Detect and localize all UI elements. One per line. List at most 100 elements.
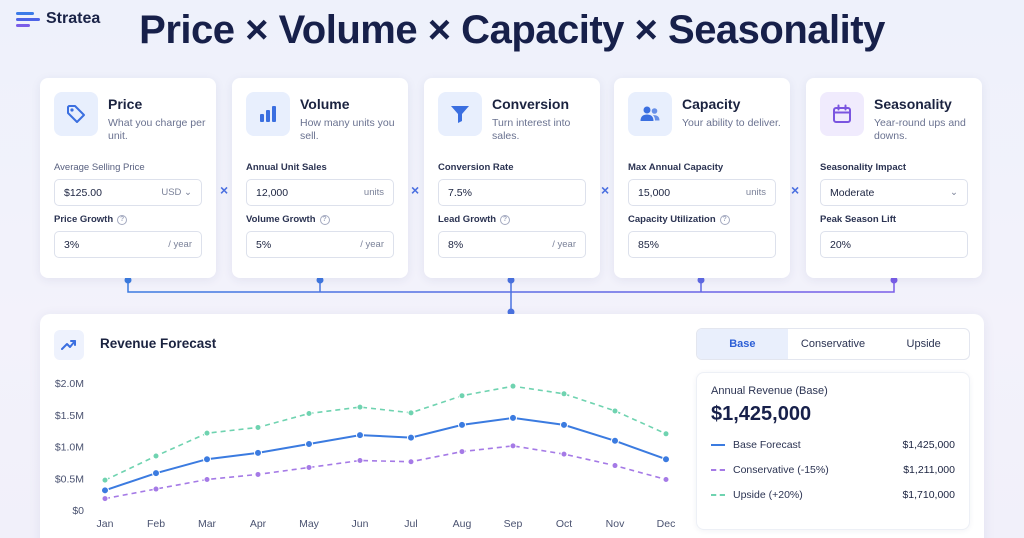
data-point-base-forecast [509, 413, 517, 422]
data-point-base-forecast [101, 486, 109, 495]
y-tick-label: $0 [72, 505, 84, 517]
field-label: Average Selling Price [54, 162, 145, 173]
card-title: Volume [300, 96, 350, 112]
field-value: Moderate [830, 186, 875, 199]
tab-conservative[interactable]: Conservative [800, 338, 866, 350]
dropdown-right: USD ⌄ [161, 187, 192, 198]
price-field-2[interactable]: 3% / year [54, 231, 202, 258]
field-label: Price Growth [54, 214, 114, 225]
field-label: Seasonality Impact [820, 162, 907, 173]
field-value: 12,000 [256, 186, 289, 199]
tab-upside[interactable]: Upside [906, 338, 941, 350]
trend-up-icon [54, 330, 84, 360]
card-capacity: Capacity Your ability to deliver. Max An… [614, 78, 790, 278]
legend-name: Upside (+20%) [733, 489, 803, 501]
x-tick-label: Dec [657, 518, 676, 530]
field-label-row: Lead Growth ? [438, 214, 586, 225]
card-title: Capacity [682, 96, 741, 112]
legend-name: Base Forecast [733, 439, 801, 451]
legend-row-base: Base Forecast $1,425,000 [711, 439, 955, 451]
legend-line-upside [711, 494, 725, 496]
data-point-upside [662, 430, 670, 438]
field-label: Annual Unit Sales [246, 162, 327, 173]
data-point-base-forecast [305, 439, 313, 448]
field-value: 7.5% [448, 186, 472, 199]
bar-chart-icon [246, 92, 290, 136]
data-point-conservative [560, 450, 568, 458]
card-volume: Volume How many units you sell. Annual U… [232, 78, 408, 278]
data-point-conservative [152, 485, 160, 493]
data-point-conservative [662, 476, 670, 484]
field-label: Lead Growth [438, 214, 497, 225]
data-point-base-forecast [356, 431, 364, 440]
calendar-icon [820, 92, 864, 136]
tab-base[interactable]: Base [697, 329, 788, 359]
conversion-field-1[interactable]: 7.5% [438, 179, 586, 206]
brand-logo[interactable]: Stratea [16, 10, 100, 28]
multiply-operator: × [601, 182, 610, 198]
chevron-down-icon: ⌄ [184, 187, 192, 198]
data-point-base-forecast [560, 420, 568, 429]
page-headline: Price × Volume × Capacity × Seasonality [139, 8, 885, 52]
data-point-conservative [305, 463, 313, 471]
chevron-down-icon: ⌄ [950, 187, 958, 198]
y-tick-label: $1.5M [55, 410, 84, 422]
field-value: $125.00 [64, 186, 102, 199]
help-icon[interactable]: ? [719, 214, 730, 225]
summary-label: Annual Revenue (Base) [711, 385, 828, 397]
field-label: Peak Season Lift [820, 214, 897, 225]
seasonality-field-1[interactable]: Moderate ⌄ [820, 179, 968, 206]
forecast-title: Revenue Forecast [100, 336, 217, 351]
data-point-upside [356, 403, 364, 411]
conversion-field-2[interactable]: 8% / year [438, 231, 586, 258]
x-tick-label: Jun [352, 518, 369, 530]
multiply-operator: × [411, 182, 420, 198]
tag-icon [54, 92, 98, 136]
unit-label: USD [161, 187, 182, 198]
field-label: Capacity Utilization [628, 214, 716, 225]
annual-revenue-summary: Annual Revenue (Base) $1,425,000 Base Fo… [696, 372, 970, 530]
data-point-upside [407, 409, 415, 417]
data-point-upside [203, 429, 211, 437]
help-icon[interactable]: ? [500, 214, 511, 225]
brand-name: Stratea [46, 10, 101, 27]
field-label: Max Annual Capacity [628, 162, 724, 173]
capacity-field-2[interactable]: 85% [628, 231, 776, 258]
data-point-upside [560, 390, 568, 398]
data-point-base-forecast [611, 436, 619, 445]
field-value: 3% [64, 238, 80, 251]
seasonality-field-2[interactable]: 20% [820, 231, 968, 258]
series-line-base-forecast [104, 416, 667, 492]
series-line-conservative [104, 445, 667, 500]
legend-row-conservative: Conservative (-15%) $1,211,000 [711, 464, 955, 476]
data-point-conservative [458, 448, 466, 456]
help-icon[interactable]: ? [117, 214, 128, 225]
data-point-conservative [611, 462, 619, 470]
data-point-conservative [509, 442, 517, 450]
field-label-row: Peak Season Lift [820, 214, 968, 225]
data-point-conservative [101, 495, 109, 503]
users-icon [628, 92, 672, 136]
volume-field-1[interactable]: 12,000 units [246, 179, 394, 206]
card-price: Price What you charge per unit. Average … [40, 78, 216, 278]
data-point-upside [458, 392, 466, 400]
help-icon[interactable]: ? [319, 214, 330, 225]
unit-label: units [363, 187, 384, 198]
price-field-1[interactable]: $125.00 USD ⌄ [54, 179, 202, 206]
data-point-conservative [356, 456, 364, 464]
x-tick-label: Oct [556, 518, 572, 530]
field-value: 20% [830, 238, 852, 251]
legend-line-base [711, 444, 725, 446]
data-point-conservative [407, 458, 415, 466]
data-point-upside [152, 452, 160, 460]
unit-label: / year [168, 239, 192, 250]
data-point-upside [254, 423, 262, 431]
field-label: Volume Growth [246, 214, 316, 225]
x-tick-label: Feb [147, 518, 165, 530]
data-point-upside [101, 476, 109, 484]
capacity-field-1[interactable]: 15,000 units [628, 179, 776, 206]
legend-value: $1,710,000 [902, 489, 955, 501]
card-description: Your ability to deliver. [682, 117, 781, 129]
volume-field-2[interactable]: 5% / year [246, 231, 394, 258]
